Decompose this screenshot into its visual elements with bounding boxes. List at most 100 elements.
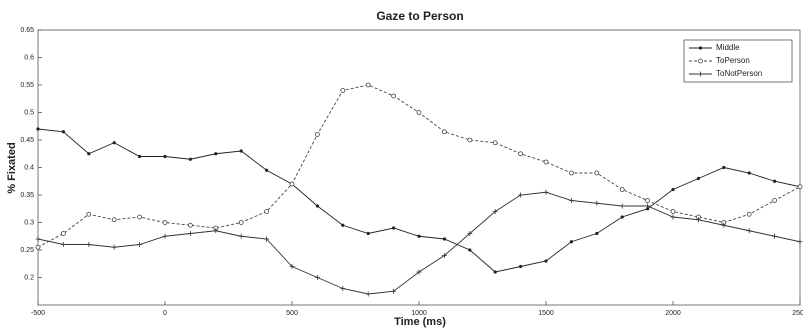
marker — [188, 157, 192, 161]
y-tick-label: 0.45 — [20, 137, 34, 144]
x-tick-label: 2000 — [665, 310, 681, 317]
marker — [162, 220, 168, 225]
marker — [163, 154, 167, 159]
y-tick-label: 0.3 — [24, 219, 34, 226]
marker — [340, 286, 346, 291]
x-tick-label: 500 — [286, 310, 298, 317]
marker — [392, 226, 396, 230]
x-tick-label: -500 — [31, 310, 45, 317]
marker — [696, 176, 701, 181]
marker — [646, 207, 650, 211]
marker — [568, 198, 574, 203]
marker — [468, 248, 472, 252]
marker — [544, 259, 548, 263]
marker — [239, 149, 243, 153]
marker — [35, 244, 41, 250]
marker — [722, 165, 726, 170]
marker — [518, 151, 523, 157]
marker — [36, 127, 40, 131]
series-line — [37, 84, 801, 248]
marker — [112, 141, 116, 145]
x-axis-label: Time (ms) — [394, 316, 446, 328]
marker — [111, 244, 117, 250]
marker — [797, 239, 803, 245]
marker — [111, 217, 117, 223]
x-tick-label: 0 — [163, 310, 167, 317]
legend-label: Middle — [716, 43, 740, 52]
marker — [61, 231, 66, 236]
marker — [467, 137, 473, 143]
marker — [698, 46, 703, 50]
marker — [441, 253, 447, 258]
marker — [492, 140, 498, 146]
marker — [214, 152, 218, 156]
marker — [314, 275, 320, 280]
marker — [645, 203, 651, 209]
marker — [772, 233, 778, 239]
marker — [187, 222, 193, 228]
legend-label: ToPerson — [716, 56, 750, 65]
marker — [569, 240, 574, 244]
marker — [442, 237, 446, 241]
marker — [698, 71, 703, 77]
legend: Middle ToPerson ToNotPerson — [683, 39, 793, 83]
x-tick-label: 2500 — [792, 310, 803, 317]
marker — [238, 220, 244, 225]
marker — [138, 154, 142, 159]
y-tick-label: 0.55 — [20, 82, 34, 89]
marker — [569, 170, 574, 176]
marker — [518, 192, 524, 198]
series-line — [37, 191, 801, 295]
marker — [137, 214, 143, 220]
marker — [773, 179, 777, 183]
marker — [519, 264, 523, 269]
marker — [671, 187, 675, 192]
marker — [340, 88, 346, 93]
marker — [670, 209, 676, 214]
marker — [670, 214, 676, 220]
marker — [289, 264, 295, 269]
marker — [162, 233, 168, 239]
marker — [416, 110, 422, 115]
marker — [721, 222, 727, 228]
marker — [595, 231, 599, 236]
marker — [391, 288, 397, 294]
y-tick-label: 0.4 — [24, 164, 34, 171]
y-tick-label: 0.35 — [20, 192, 34, 199]
marker — [620, 215, 624, 219]
marker — [797, 184, 803, 190]
marker — [213, 228, 219, 234]
marker — [289, 181, 295, 187]
marker — [35, 236, 41, 242]
marker — [187, 231, 193, 236]
marker — [594, 200, 600, 206]
marker — [698, 58, 703, 64]
marker — [137, 242, 143, 247]
marker — [619, 187, 625, 192]
marker — [87, 152, 91, 156]
legend-label: ToNotPerson — [716, 69, 762, 78]
marker — [746, 211, 752, 217]
marker — [594, 170, 600, 176]
chart-title: Gaze to Person — [376, 9, 463, 23]
series-line — [37, 128, 801, 273]
marker — [264, 236, 270, 242]
marker — [366, 231, 370, 236]
marker — [441, 129, 447, 135]
marker — [747, 171, 751, 175]
marker — [543, 189, 549, 195]
y-axis-label: % Fixated — [6, 142, 18, 193]
y-tick-label: 0.5 — [24, 109, 34, 116]
marker — [314, 132, 320, 137]
marker — [238, 233, 244, 239]
x-tick-label: 1500 — [538, 310, 554, 317]
marker — [365, 82, 371, 88]
marker — [365, 291, 371, 297]
marker — [746, 228, 752, 234]
marker — [493, 270, 497, 274]
marker — [772, 198, 777, 203]
y-tick-label: 0.65 — [20, 27, 34, 34]
marker — [645, 198, 650, 203]
marker — [265, 168, 269, 172]
